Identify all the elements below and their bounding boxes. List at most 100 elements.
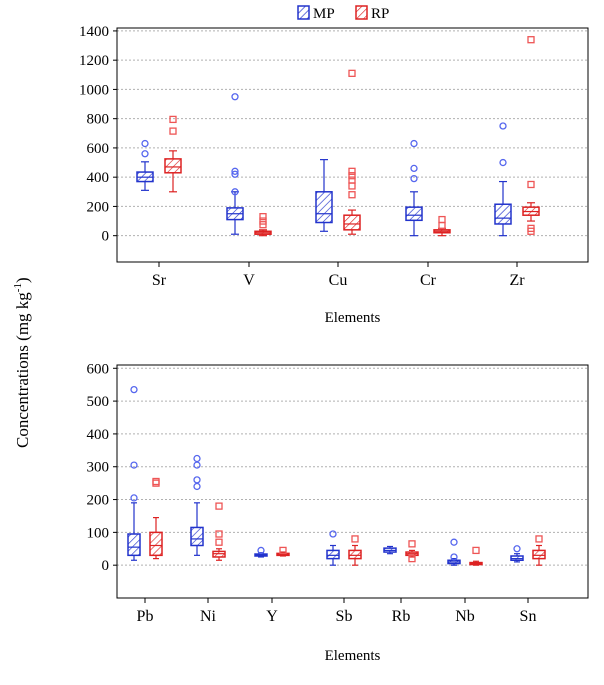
outlier-point — [231, 167, 239, 175]
x-tick-label-ni: Ni — [200, 608, 217, 625]
box-rp-zr — [522, 36, 540, 235]
y-tick-label: 0 — [102, 558, 110, 574]
outlier-point — [499, 158, 507, 167]
chart-panel-bottom: 0 100 200 300 400 500 600 Pb Ni Y Sb Rb Nb Sn Elements — [87, 361, 589, 664]
box-iqr — [532, 549, 546, 560]
y-tick-label: 400 — [87, 170, 110, 186]
box-iqr — [348, 549, 362, 560]
outlier-point — [472, 546, 480, 555]
box-iqr — [190, 526, 204, 547]
box-mp-nb — [447, 538, 461, 566]
outlier-point — [408, 540, 416, 548]
outlier-point — [450, 553, 458, 561]
outlier-point — [513, 545, 521, 553]
outlier-point — [130, 494, 138, 502]
outlier-point — [438, 221, 446, 230]
box-rp-cu — [343, 69, 361, 235]
outlier-point — [141, 139, 149, 148]
outlier-point — [141, 150, 149, 158]
outlier-point — [450, 538, 458, 546]
x-tick-label-rb: Rb — [392, 608, 411, 625]
box-mp-y — [254, 546, 268, 558]
y-tick-label: 500 — [87, 394, 110, 410]
x-axis-label: Elements — [325, 310, 381, 326]
box-mp-sr — [136, 139, 154, 191]
y-tick-label: 600 — [87, 141, 110, 157]
box-rp-nb — [469, 546, 483, 566]
y-tick-label: 200 — [87, 199, 110, 215]
box-mp-ni — [190, 454, 204, 556]
box-mp-sb — [326, 530, 340, 566]
y-tick-label: 1000 — [79, 82, 109, 98]
x-tick-label-y: Y — [266, 608, 278, 625]
box-rp-v — [254, 213, 272, 237]
outlier-point — [215, 502, 223, 510]
outlier-point — [348, 172, 356, 180]
outlier-point — [329, 530, 337, 538]
box-rp-rb — [405, 540, 419, 563]
box-iqr — [343, 214, 361, 231]
x-tick-label-nb: Nb — [455, 608, 475, 625]
box-mp-pb — [127, 385, 141, 561]
box-iqr — [149, 531, 163, 557]
outlier-point — [410, 139, 418, 148]
outlier-point — [130, 385, 138, 394]
x-tick-label-cr: Cr — [420, 272, 437, 289]
x-tick-label-sr: Sr — [152, 272, 167, 289]
box-iqr — [326, 549, 340, 560]
outlier-point — [215, 538, 223, 546]
outlier-point — [348, 176, 356, 184]
outlier-point — [499, 122, 507, 130]
box-iqr — [164, 158, 182, 174]
x-tick-label-cu: Cu — [329, 272, 348, 289]
x-tick-label-sb: Sb — [336, 608, 353, 625]
y-tick-label: 800 — [87, 112, 110, 128]
box-rp-sb — [348, 535, 362, 566]
x-tick-label-pb: Pb — [137, 608, 154, 625]
plot-frame — [116, 27, 589, 263]
y-tick-label: 600 — [87, 361, 110, 377]
outlier-point — [152, 477, 160, 486]
y-tick-label: 1200 — [79, 53, 109, 69]
y-axis-label: Concentrations (mg kg-1) — [12, 277, 32, 448]
legend: MP RP — [297, 5, 389, 22]
outlier-point — [410, 174, 418, 183]
outlier-point — [231, 188, 239, 196]
plot-frame — [116, 364, 589, 599]
outlier-point — [215, 530, 223, 538]
outlier-point — [410, 164, 418, 173]
outlier-point — [438, 215, 446, 224]
legend-swatch-rp — [355, 5, 368, 20]
y-tick-label: 300 — [87, 460, 110, 476]
outlier-point — [348, 69, 356, 77]
box-rp-sr — [164, 115, 182, 193]
box-mp-zr — [494, 122, 512, 237]
outlier-point — [193, 454, 201, 463]
outlier-point — [535, 535, 543, 543]
box-mp-cr — [405, 139, 423, 237]
outlier-point — [259, 221, 267, 229]
y-tick-label: 100 — [87, 525, 110, 541]
outlier-point — [193, 476, 201, 484]
outlier-point — [348, 182, 356, 190]
y-tick-label: 400 — [87, 427, 110, 443]
box-rp-y — [276, 546, 290, 557]
outlier-point — [231, 170, 239, 178]
outlier-point — [169, 115, 177, 124]
outlier-point — [193, 482, 201, 491]
x-tick-label-zr: Zr — [509, 272, 525, 289]
outlier-point — [231, 93, 239, 101]
box-rp-ni — [212, 502, 226, 561]
outlier-point — [259, 217, 267, 225]
outlier-point — [348, 167, 356, 175]
legend-label-rp: RP — [371, 6, 389, 22]
box-iqr — [127, 533, 141, 557]
outlier-point — [408, 554, 416, 563]
outlier-point — [169, 127, 177, 135]
outlier-point — [527, 224, 535, 233]
legend-swatch-mp — [297, 5, 310, 20]
outlier-point — [259, 213, 267, 221]
box-mp-cu — [315, 159, 333, 232]
